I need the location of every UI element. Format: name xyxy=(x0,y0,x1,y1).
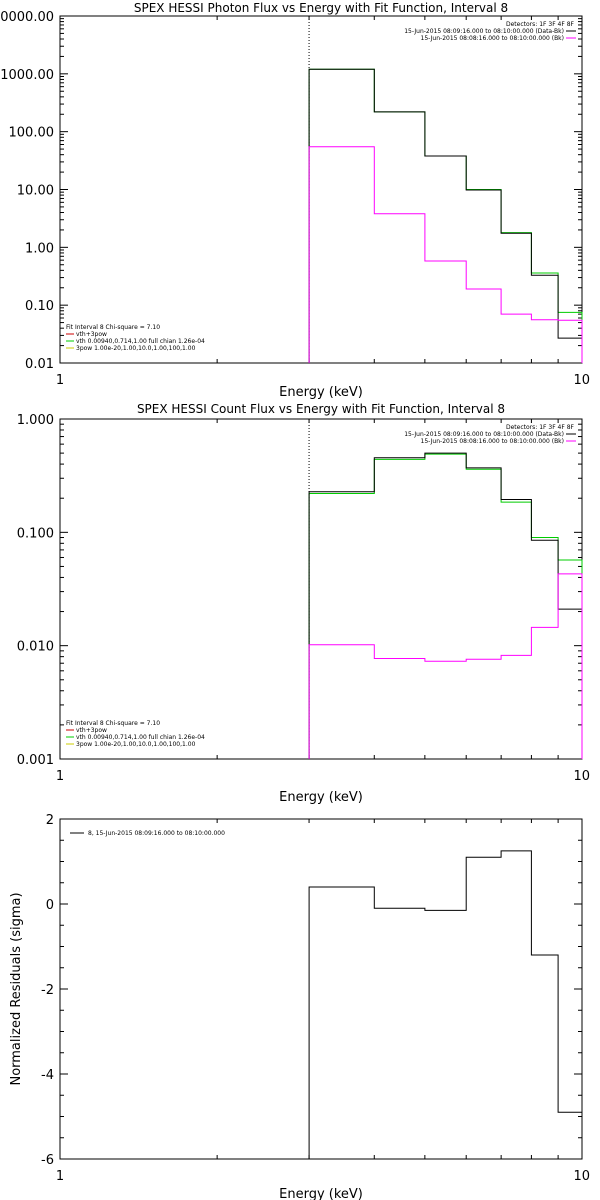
legend-bottom-entry: 3pow 1.00e-20,1.00,10.0,1.00,100,1.00 xyxy=(76,741,196,748)
y-tick-label: -4 xyxy=(41,1068,54,1083)
series-0-line xyxy=(308,68,583,363)
x-axis-label: Energy (keV) xyxy=(279,385,363,400)
series-0-line xyxy=(308,850,582,1159)
series-1-line xyxy=(308,68,583,363)
legend-top-entry: 15-Jun-2015 08:08:16.000 to 08:10:00.000… xyxy=(421,438,564,445)
y-tick-label: 0 xyxy=(46,898,54,913)
series-0-line xyxy=(308,453,583,759)
y-axis-label: Normalized Residuals (sigma) xyxy=(9,892,24,1085)
y-tick-label: 1000.00 xyxy=(0,68,54,83)
y-tick-label: 100.00 xyxy=(9,126,55,141)
y-tick-label: 2 xyxy=(46,813,54,828)
y-tick-label: 0.10 xyxy=(25,299,54,314)
x-tick-label: 10 xyxy=(573,769,590,784)
plot-frame xyxy=(59,418,583,760)
y-tick-label: 0.001 xyxy=(17,753,54,768)
y-tick-label: 0.010 xyxy=(17,640,54,655)
series-1-line xyxy=(308,452,583,759)
legend-top-entry: 15-Jun-2015 08:09:16.000 to 08:10:00.000… xyxy=(404,431,564,438)
legend-bottom-entry: vth+3pow xyxy=(76,727,107,734)
legend-top-entry: Detectors: 1F 3F 4F 8F xyxy=(506,424,575,431)
chart-title: SPEX HESSI Photon Flux vs Energy with Fi… xyxy=(134,1,508,15)
legend-bottom-entry: vth 0.00940,0.714,1.00 full chian 1.26e-… xyxy=(76,338,205,345)
y-tick-label: 0.01 xyxy=(25,357,54,372)
series-2-line xyxy=(308,146,583,363)
legend-top-entry: 8, 15-Jun-2015 08:09:16.000 to 08:10:00.… xyxy=(88,830,225,837)
y-tick-label: 1.000 xyxy=(17,413,54,428)
plot-frame xyxy=(59,818,583,1160)
x-tick-label: 10 xyxy=(573,1169,590,1184)
legend-top-entry: 15-Jun-2015 08:09:16.000 to 08:10:00.000… xyxy=(404,28,564,35)
series-2-line xyxy=(308,573,583,759)
y-tick-label: -6 xyxy=(41,1153,54,1168)
x-tick-label: 1 xyxy=(56,1169,64,1184)
y-tick-label: -2 xyxy=(41,983,54,998)
x-tick-label: 1 xyxy=(56,373,64,388)
legend-bottom-entry: vth+3pow xyxy=(76,331,107,338)
legend-top-entry: Detectors: 1F 3F 4F 8F xyxy=(506,21,575,28)
legend-bottom-entry: vth 0.00940,0.714,1.00 full chian 1.26e-… xyxy=(76,734,205,741)
legend-bottom-entry: Fit Interval 8 Chi-square = 7.10 xyxy=(66,324,160,331)
x-tick-label: 1 xyxy=(56,769,64,784)
chart-title: SPEX HESSI Count Flux vs Energy with Fit… xyxy=(137,402,505,416)
y-tick-label: 1.00 xyxy=(25,241,54,256)
legend-bottom-entry: Fit Interval 8 Chi-square = 7.10 xyxy=(66,720,160,727)
y-tick-label: 0.100 xyxy=(17,526,54,541)
x-axis-label: Energy (keV) xyxy=(279,1187,363,1200)
y-tick-label: 10.00 xyxy=(17,184,54,199)
plot-frame xyxy=(59,15,583,364)
x-tick-label: 10 xyxy=(573,373,590,388)
x-axis-label: Energy (keV) xyxy=(279,790,363,805)
legend-bottom-entry: 3pow 1.00e-20,1.00,10.0,1.00,100,1.00 xyxy=(76,345,196,352)
legend-top-entry: 15-Jun-2015 08:08:16.000 to 08:10:00.000… xyxy=(421,35,564,42)
